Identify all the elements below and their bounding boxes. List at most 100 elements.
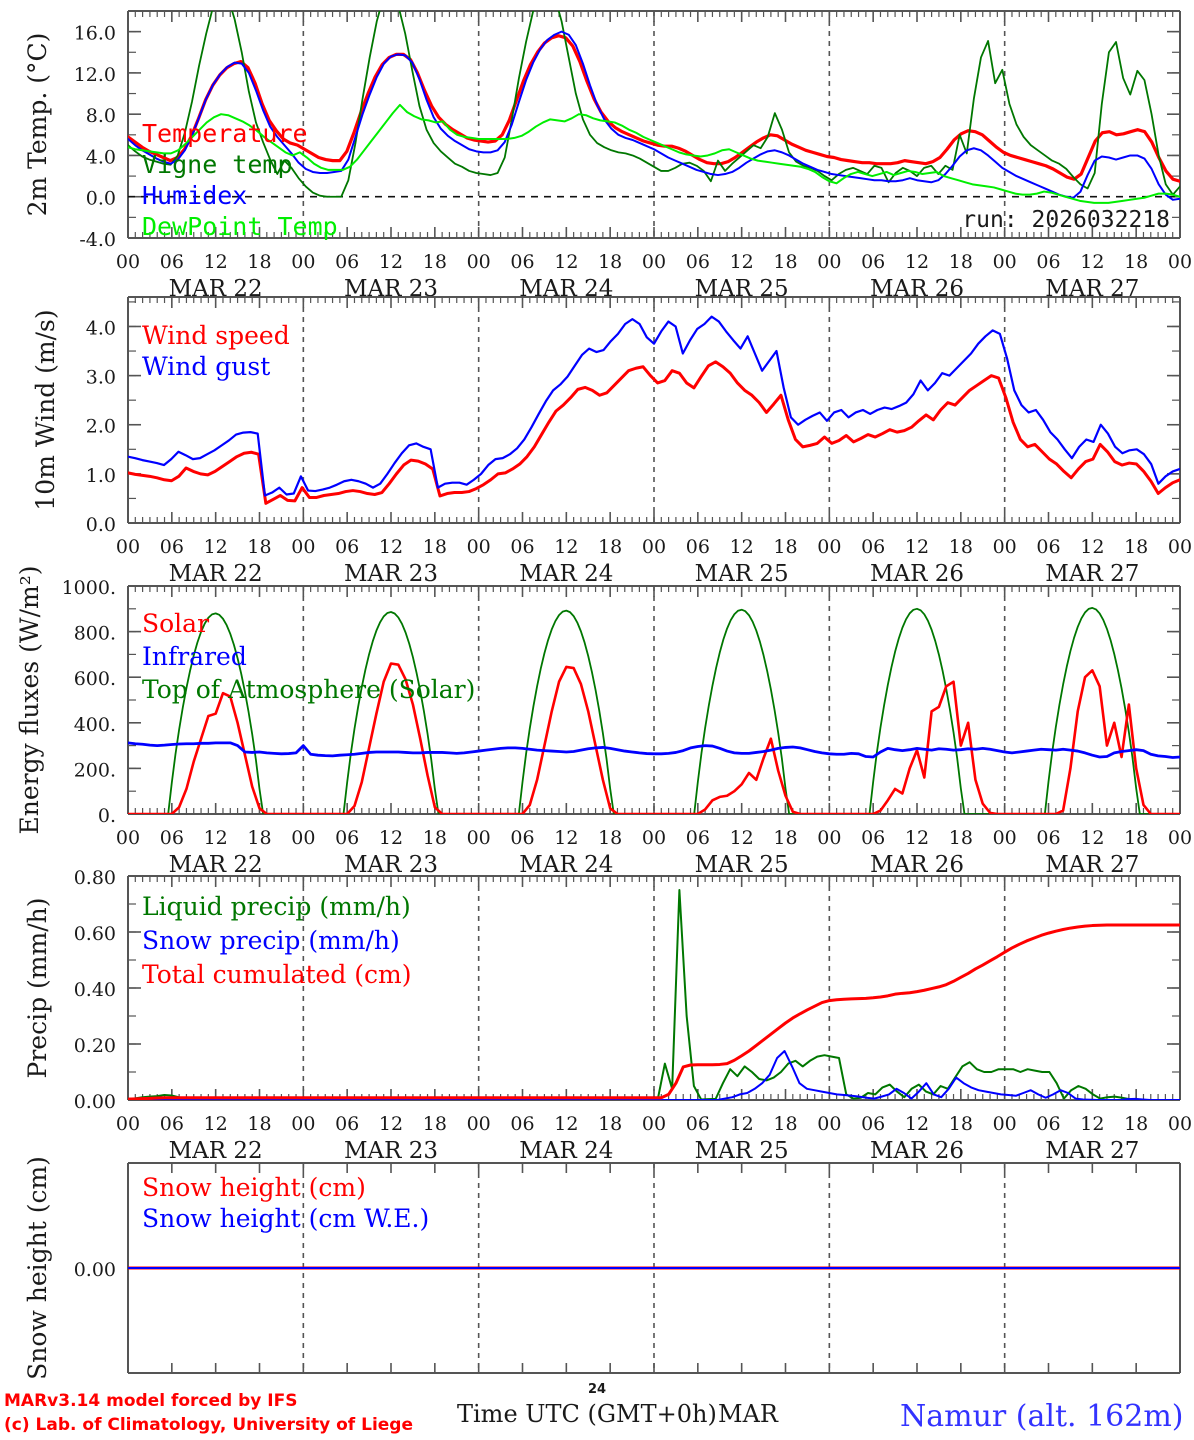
x-tick-label: 12 [554,1113,578,1135]
x-tick-label: 00 [817,251,841,273]
x-tick-label: 06 [861,251,885,273]
legend-item-temperature: Temperature [142,119,308,148]
x-tick-label: 00 [642,536,666,558]
x-tick-label: 18 [773,251,797,273]
x-tick-label: 00 [291,536,315,558]
x-tick-label: 00 [1168,827,1192,849]
footer-copyright-line: (c) Lab. of Climatology, University of L… [4,1415,413,1435]
y-tick-label: 4.0 [86,317,116,339]
x-tick-label: 06 [1036,251,1060,273]
x-tick-label: 06 [160,827,184,849]
legend-item-wind-speed: Wind speed [142,321,290,350]
x-tick-label: 06 [160,536,184,558]
x-tick-label: 12 [379,1113,403,1135]
x-tick-label: 00 [116,251,140,273]
x-tick-label: 18 [247,536,271,558]
y-tick-label: 600. [74,668,116,690]
x-tick-label: 06 [686,251,710,273]
x-tick-label: 00 [291,1113,315,1135]
x-tick-label: 12 [1080,827,1104,849]
x-tick-label: 12 [1080,1113,1104,1135]
x-tick-label: 00 [817,1113,841,1135]
y-tick-label: 12.0 [74,64,116,86]
y-tick-label: 16.0 [74,23,116,45]
x-tick-label: 06 [861,827,885,849]
x-tick-label: 18 [1124,1113,1148,1135]
x-tick-label: 00 [291,827,315,849]
y-tick-label: 0.0 [86,188,116,210]
x-tick-label: 12 [1080,536,1104,558]
x-tick-label: 18 [423,536,447,558]
axis-title-precip: Precip (mm/h) [23,898,52,1079]
x-tick-label: 00 [467,251,491,273]
axis-title-wind: 10m Wind (m/s) [31,309,60,510]
x-tick-label: 06 [1036,1113,1060,1135]
x-tick-label: 18 [1124,827,1148,849]
legend-item-total-cumulated-cm: Total cumulated (cm) [142,960,412,989]
x-tick-label: 00 [817,536,841,558]
legend-item-vigne-temp: Vigne temp [142,150,293,179]
x-tick-label: 12 [730,827,754,849]
x-tick-label: 12 [554,536,578,558]
x-tick-label: 18 [773,536,797,558]
x-tick-label: 18 [247,827,271,849]
x-tick-label: 06 [335,536,359,558]
x-tick-label: 18 [949,1113,973,1135]
x-tick-label: 12 [379,251,403,273]
x-tick-label: 00 [993,536,1017,558]
x-tick-label: 00 [116,1113,140,1135]
y-tick-label: 1.0 [86,465,116,487]
day-label: MAR 24 [519,852,613,878]
x-tick-label: 18 [773,827,797,849]
station-label: Namur (alt. 162m) [900,1399,1184,1434]
x-tick-label: 00 [1168,251,1192,273]
x-tick-label: 00 [642,1113,666,1135]
x-tick-label: 00 [817,827,841,849]
x-tick-label: 00 [116,536,140,558]
x-tick-label: 12 [379,827,403,849]
panel-precip: 0.00 0.20 0.40 0.60 0.80 00 06 12 18 00 06 12 18 00 06… [23,867,1192,1164]
y-tick-label: 3.0 [86,367,116,389]
day-label: MAR 23 [344,852,438,878]
series-dewpoint-temp [128,103,1180,204]
x-tick-label: 00 [993,827,1017,849]
x-tick-label: 18 [949,827,973,849]
x-tick-label: 06 [335,251,359,273]
y-tick-label: 200. [74,759,116,781]
day-label: MAR 23 [344,1138,438,1164]
x-tick-label: 12 [204,1113,228,1135]
legend-item-snow-height-cm: Snow height (cm) [142,1173,366,1202]
x-tick-label: 12 [905,536,929,558]
series-vigne-temp [128,11,1180,198]
x-tick-label: 00 [1168,536,1192,558]
x-tick-label: 12 [554,827,578,849]
x-tick-label: 12 [204,536,228,558]
y-tick-label: 0.40 [74,979,116,1001]
day-label: MAR 27 [1045,852,1139,878]
x-tick-label: 18 [423,1113,447,1135]
y-tick-label: 2.0 [86,416,116,438]
series-total-cumulated-cm [128,923,1180,1100]
x-tick-label: 00 [291,251,315,273]
y-tick-label: 0.60 [74,923,116,945]
x-tick-label: 06 [335,827,359,849]
day-label: MAR 22 [169,1138,263,1164]
x-tick-label: 06 [861,1113,885,1135]
panel-energy: 0. 200. 400. 600. 800. 1000. 00 06 12 18 00 06 12 18 0… [15,566,1192,878]
panel-temperature: -4.0 0.0 4.0 8.0 12.0 16.0 00 06 12 18 00 06 12 18 00 0… [23,10,1192,302]
x-tick-label: 06 [510,251,534,273]
y-tick-label: 0. [98,805,116,827]
axis-title-energy: Energy fluxes (W/m²) [15,566,44,835]
x-tick-label: 06 [686,827,710,849]
x-tick-label: 18 [423,251,447,273]
x-tick-label: 18 [773,1113,797,1135]
panel-wind: 0.0 1.0 2.0 3.0 4.0 00 06 12 18 00 06 12 18 00 06 12 18 0… [31,296,1192,587]
day-label: MAR 23 [344,561,438,587]
x-tick-label: 12 [730,1113,754,1135]
x-tick-label: 06 [160,1113,184,1135]
legend-item-wind-gust: Wind gust [142,352,270,381]
x-tick-label: 00 [642,251,666,273]
day-label: MAR 26 [870,852,964,878]
